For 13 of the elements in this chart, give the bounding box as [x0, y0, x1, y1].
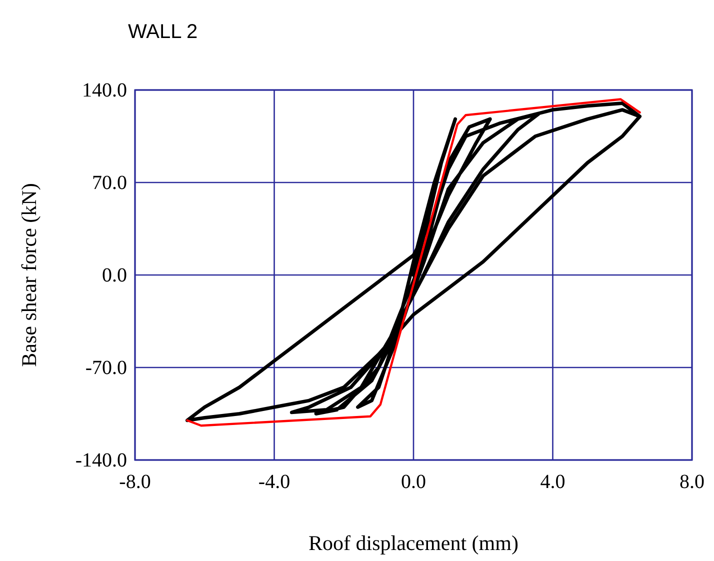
y-axis-title: Base shear force (kN) — [17, 183, 41, 367]
x-tick-label: -4.0 — [258, 471, 290, 494]
y-tick-label: -140.0 — [75, 449, 127, 472]
x-axis-title: Roof displacement (mm) — [308, 531, 518, 555]
chart-title: WALL 2 — [128, 21, 198, 43]
y-tick-label: 70.0 — [92, 172, 127, 194]
y-tick-label: -70.0 — [85, 356, 127, 379]
y-tick-label: 140.0 — [82, 79, 127, 102]
x-tick-label: 8.0 — [680, 471, 704, 494]
x-tick-label: -8.0 — [119, 471, 151, 494]
x-tick-label: 0.0 — [401, 471, 426, 494]
y-tick-label: 0.0 — [102, 264, 127, 286]
x-tick-label: 4.0 — [540, 471, 566, 494]
